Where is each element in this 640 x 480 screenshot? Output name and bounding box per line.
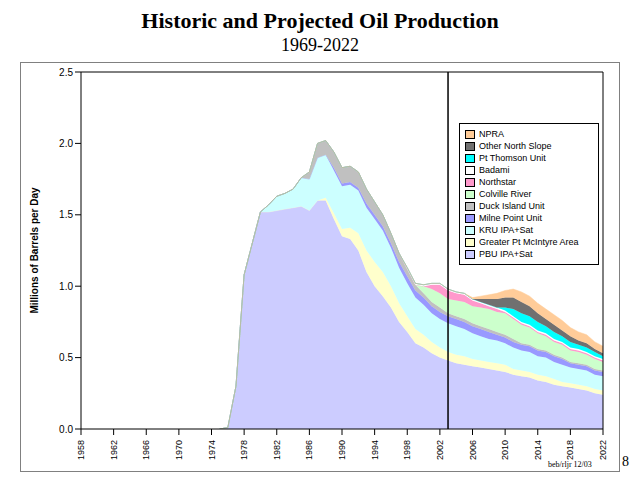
svg-text:1970: 1970 <box>174 440 184 460</box>
html-text:KRU IPA+Sat: KRU IPA+Sat <box>479 225 534 235</box>
html-text:Other North Slope: Other North Slope <box>479 141 552 151</box>
html-text:NPRA: NPRA <box>479 129 504 139</box>
svg-text:1.5: 1.5 <box>59 209 73 220</box>
html-text:8: 8 <box>622 454 629 469</box>
svg-text:1966: 1966 <box>141 440 151 460</box>
svg-text:2.5: 2.5 <box>59 67 73 78</box>
svg-text:1974: 1974 <box>207 440 217 460</box>
html-text:PBU IPA+Sat: PBU IPA+Sat <box>479 249 533 259</box>
html-text:Pt Thomson Unit: Pt Thomson Unit <box>479 153 546 163</box>
svg-text:1962: 1962 <box>109 440 119 460</box>
svg-text:2022: 2022 <box>598 440 608 460</box>
svg-text:1978: 1978 <box>239 440 249 460</box>
svg-text:1986: 1986 <box>304 440 314 460</box>
html-text:Duck Island Unit: Duck Island Unit <box>479 201 545 211</box>
html-text:Greater Pt McIntyre Area: Greater Pt McIntyre Area <box>479 237 579 247</box>
svg-text:2.0: 2.0 <box>59 138 73 149</box>
svg-text:2002: 2002 <box>435 440 445 460</box>
html-text:Badami: Badami <box>479 165 510 175</box>
svg-text:1982: 1982 <box>272 440 282 460</box>
svg-text:2018: 2018 <box>565 440 575 460</box>
svg-text:0.5: 0.5 <box>59 352 73 363</box>
html-text:Historic and Projected Oil Pro: Historic and Projected Oil Production <box>141 8 499 33</box>
svg-text:1994: 1994 <box>370 440 380 460</box>
svg-text:2006: 2006 <box>468 440 478 460</box>
svg-text:1998: 1998 <box>402 440 412 460</box>
html-text:1969-2022: 1969-2022 <box>281 35 359 55</box>
html-text:Colville River: Colville River <box>479 189 532 199</box>
html-text:Milne Point Unit: Milne Point Unit <box>479 213 542 223</box>
svg-text:1958: 1958 <box>76 440 86 460</box>
svg-text:1990: 1990 <box>337 440 347 460</box>
svg-text:1.0: 1.0 <box>59 281 73 292</box>
svg-text:Millions of Barrels per Day: Millions of Barrels per Day <box>29 187 40 314</box>
html-text:beb/rljr 12/03: beb/rljr 12/03 <box>548 460 592 469</box>
svg-text:2014: 2014 <box>533 440 543 460</box>
svg-text:2010: 2010 <box>500 440 510 460</box>
html-text:Northstar: Northstar <box>479 177 516 187</box>
svg-text:0.0: 0.0 <box>59 424 73 435</box>
